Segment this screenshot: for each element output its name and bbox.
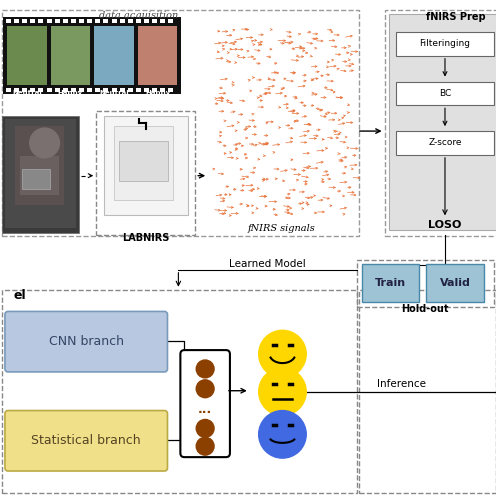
Bar bbox=[2, 290, 357, 493]
Bar bbox=[46, 19, 52, 23]
Bar bbox=[38, 19, 44, 23]
Bar bbox=[2, 10, 359, 236]
Bar bbox=[6, 88, 11, 92]
Circle shape bbox=[258, 330, 306, 378]
Bar bbox=[128, 19, 133, 23]
Text: Learned Model: Learned Model bbox=[229, 259, 306, 269]
Text: Happy: Happy bbox=[145, 90, 170, 96]
Bar bbox=[38, 88, 44, 92]
Circle shape bbox=[258, 368, 306, 416]
Text: Statistical branch: Statistical branch bbox=[32, 434, 141, 447]
Bar bbox=[168, 19, 173, 23]
Bar bbox=[54, 19, 60, 23]
Bar bbox=[104, 88, 108, 92]
Bar bbox=[160, 19, 166, 23]
Bar bbox=[22, 19, 27, 23]
Bar bbox=[112, 19, 116, 23]
Bar bbox=[79, 88, 84, 92]
Text: Inference: Inference bbox=[377, 379, 426, 389]
Text: fNIRS Prep: fNIRS Prep bbox=[426, 12, 486, 22]
Bar bbox=[362, 264, 419, 302]
Bar bbox=[136, 88, 141, 92]
Bar bbox=[112, 88, 116, 92]
Text: Neutral: Neutral bbox=[12, 90, 42, 96]
Bar bbox=[50, 26, 90, 86]
Bar bbox=[168, 88, 173, 92]
Bar bbox=[138, 26, 177, 86]
Text: Valid: Valid bbox=[440, 278, 470, 287]
Bar bbox=[22, 168, 50, 188]
Text: CNN branch: CNN branch bbox=[48, 334, 124, 347]
Circle shape bbox=[196, 420, 214, 438]
Bar bbox=[359, 290, 496, 493]
Bar bbox=[5, 119, 76, 228]
Bar bbox=[14, 19, 19, 23]
Circle shape bbox=[30, 128, 60, 158]
Text: LABNIRS: LABNIRS bbox=[122, 233, 170, 243]
Text: BC: BC bbox=[439, 89, 451, 98]
Bar bbox=[7, 26, 46, 86]
Bar bbox=[6, 19, 11, 23]
FancyBboxPatch shape bbox=[5, 312, 168, 372]
Bar bbox=[160, 88, 166, 92]
Text: Z-score: Z-score bbox=[428, 138, 462, 147]
FancyBboxPatch shape bbox=[180, 350, 230, 457]
Bar bbox=[71, 88, 76, 92]
Bar bbox=[96, 19, 100, 23]
Text: Train: Train bbox=[375, 278, 406, 287]
Bar bbox=[54, 88, 60, 92]
Bar bbox=[79, 19, 84, 23]
Text: Hold-out: Hold-out bbox=[402, 304, 449, 314]
Text: fNIRS signals: fNIRS signals bbox=[248, 224, 316, 232]
Text: LOSO: LOSO bbox=[428, 220, 462, 230]
Circle shape bbox=[196, 438, 214, 455]
Bar bbox=[120, 19, 124, 23]
Bar bbox=[396, 32, 494, 56]
Text: Happy: Happy bbox=[58, 90, 83, 96]
Bar bbox=[119, 141, 168, 180]
Bar bbox=[144, 19, 149, 23]
Circle shape bbox=[196, 360, 214, 378]
Bar bbox=[144, 88, 149, 92]
Bar bbox=[384, 10, 498, 236]
Circle shape bbox=[258, 410, 306, 458]
Bar bbox=[15, 126, 64, 206]
Bar bbox=[63, 88, 68, 92]
Bar bbox=[22, 88, 27, 92]
Bar bbox=[46, 88, 52, 92]
Bar bbox=[426, 264, 484, 302]
Text: data acquisition: data acquisition bbox=[99, 10, 178, 20]
Text: ...: ... bbox=[198, 403, 212, 416]
Bar bbox=[128, 88, 133, 92]
Bar bbox=[396, 131, 494, 155]
Bar bbox=[63, 19, 68, 23]
Circle shape bbox=[196, 380, 214, 398]
Text: el: el bbox=[14, 289, 26, 302]
Bar bbox=[96, 88, 100, 92]
Bar bbox=[71, 19, 76, 23]
Bar bbox=[152, 19, 157, 23]
Bar bbox=[396, 82, 494, 106]
Bar bbox=[20, 156, 59, 196]
Bar bbox=[2, 116, 80, 233]
Bar bbox=[30, 19, 36, 23]
FancyBboxPatch shape bbox=[5, 410, 168, 471]
Bar bbox=[104, 116, 188, 216]
Bar bbox=[104, 19, 108, 23]
Bar bbox=[3, 17, 182, 94]
Bar bbox=[357, 260, 494, 308]
Bar bbox=[152, 88, 157, 92]
Bar bbox=[87, 88, 92, 92]
Text: Filteringing: Filteringing bbox=[420, 40, 470, 48]
Bar bbox=[390, 14, 498, 230]
Bar bbox=[136, 19, 141, 23]
Bar bbox=[96, 112, 195, 235]
Bar bbox=[94, 26, 134, 86]
Bar bbox=[87, 19, 92, 23]
Bar bbox=[30, 88, 36, 92]
Text: Neutral: Neutral bbox=[99, 90, 129, 96]
Bar bbox=[114, 126, 174, 200]
Bar bbox=[120, 88, 124, 92]
Bar bbox=[14, 88, 19, 92]
